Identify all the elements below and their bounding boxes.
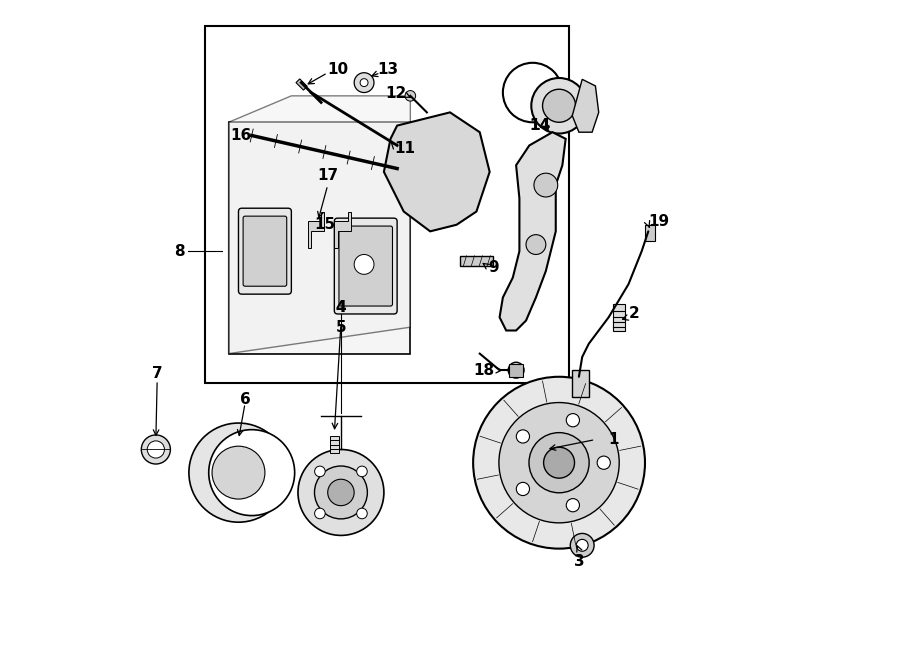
Circle shape bbox=[529, 433, 590, 493]
Circle shape bbox=[148, 441, 165, 458]
Text: 11: 11 bbox=[394, 141, 415, 156]
Circle shape bbox=[566, 414, 580, 427]
Text: 10: 10 bbox=[328, 62, 349, 77]
Polygon shape bbox=[229, 96, 410, 354]
Text: 3: 3 bbox=[573, 554, 584, 569]
Bar bbox=[572, 370, 589, 397]
Text: 5: 5 bbox=[336, 320, 346, 334]
Text: 14: 14 bbox=[529, 118, 551, 133]
Polygon shape bbox=[500, 132, 566, 330]
Polygon shape bbox=[308, 212, 324, 248]
Circle shape bbox=[355, 254, 374, 274]
Polygon shape bbox=[384, 112, 490, 231]
Bar bbox=[229, 122, 410, 354]
Circle shape bbox=[499, 403, 619, 523]
Circle shape bbox=[544, 447, 574, 478]
Circle shape bbox=[356, 466, 367, 477]
FancyBboxPatch shape bbox=[339, 226, 392, 306]
Circle shape bbox=[189, 423, 288, 522]
Circle shape bbox=[355, 73, 374, 93]
Circle shape bbox=[517, 430, 529, 443]
Text: 18: 18 bbox=[473, 363, 494, 377]
Circle shape bbox=[543, 89, 576, 122]
Polygon shape bbox=[572, 79, 598, 132]
Circle shape bbox=[508, 362, 524, 378]
Text: 9: 9 bbox=[489, 260, 499, 275]
Text: 6: 6 bbox=[239, 393, 250, 407]
Circle shape bbox=[360, 79, 368, 87]
Text: 2: 2 bbox=[628, 307, 639, 321]
Circle shape bbox=[298, 449, 384, 535]
Bar bbox=[509, 364, 523, 377]
Text: 8: 8 bbox=[174, 244, 184, 258]
Bar bbox=[460, 256, 493, 266]
Circle shape bbox=[328, 479, 355, 506]
Text: 19: 19 bbox=[648, 214, 670, 229]
Text: 15: 15 bbox=[314, 217, 335, 232]
Polygon shape bbox=[334, 212, 351, 248]
Circle shape bbox=[473, 377, 645, 549]
Circle shape bbox=[315, 466, 325, 477]
Text: 12: 12 bbox=[386, 87, 407, 101]
Circle shape bbox=[566, 498, 580, 512]
Circle shape bbox=[571, 533, 594, 557]
Circle shape bbox=[597, 456, 610, 469]
Bar bbox=[205, 26, 569, 383]
Circle shape bbox=[531, 78, 587, 134]
Text: 17: 17 bbox=[317, 168, 338, 182]
Text: 13: 13 bbox=[377, 62, 399, 77]
Bar bbox=[645, 225, 655, 241]
FancyBboxPatch shape bbox=[243, 216, 287, 286]
Circle shape bbox=[517, 483, 529, 496]
Circle shape bbox=[212, 446, 265, 499]
Circle shape bbox=[209, 430, 294, 516]
Bar bbox=[296, 79, 307, 90]
Text: 14: 14 bbox=[529, 118, 551, 133]
FancyBboxPatch shape bbox=[334, 218, 397, 314]
Circle shape bbox=[314, 466, 367, 519]
Text: 1: 1 bbox=[608, 432, 619, 447]
Circle shape bbox=[315, 508, 325, 519]
FancyBboxPatch shape bbox=[238, 208, 292, 294]
Text: 16: 16 bbox=[230, 128, 252, 143]
Circle shape bbox=[356, 508, 367, 519]
Circle shape bbox=[534, 173, 558, 197]
Bar bbox=[613, 304, 625, 330]
Circle shape bbox=[141, 435, 170, 464]
Circle shape bbox=[405, 91, 416, 101]
Text: 4: 4 bbox=[336, 300, 346, 315]
Bar bbox=[329, 436, 339, 453]
Text: 4: 4 bbox=[336, 300, 346, 315]
Circle shape bbox=[576, 539, 588, 551]
Text: 7: 7 bbox=[152, 366, 163, 381]
Circle shape bbox=[526, 235, 545, 254]
